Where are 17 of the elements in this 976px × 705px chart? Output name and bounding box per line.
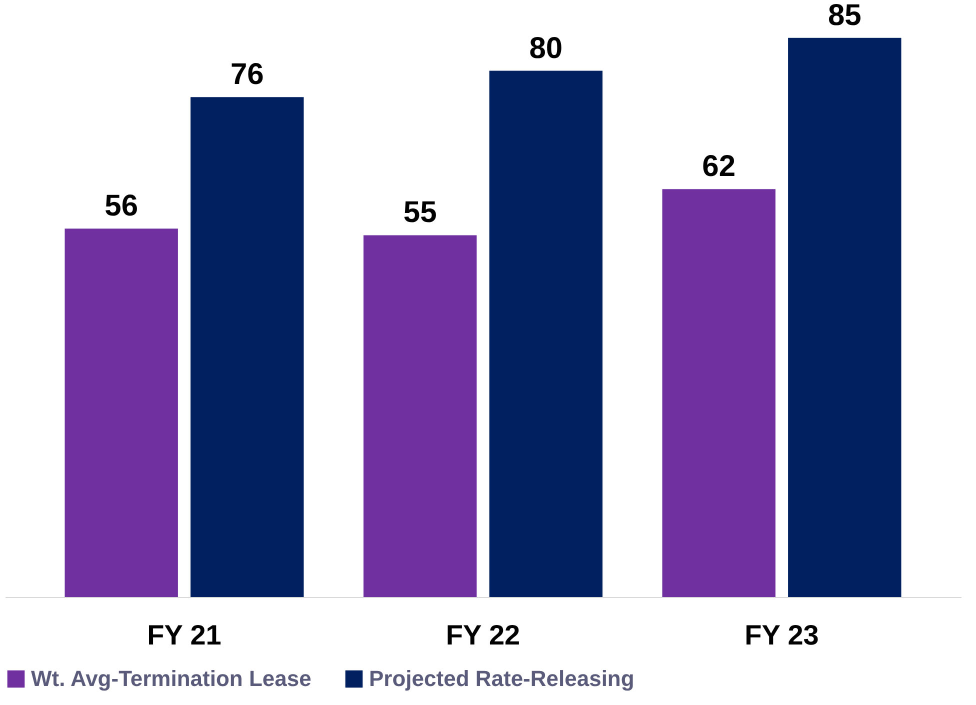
data-label: 85 [828,0,862,32]
bar [64,228,178,597]
data-label: 80 [529,32,563,65]
x-tick-label: FY 21 [147,620,222,650]
legend-label: Projected Rate-Releasing [369,666,634,691]
x-tick-label: FY 23 [744,620,819,650]
data-label: 55 [403,196,437,230]
data-label: 62 [702,150,736,184]
bar [662,189,776,597]
data-label: 76 [230,58,264,92]
legend-label: Wt. Avg-Termination Lease [31,666,312,691]
data-label: 56 [104,190,138,223]
x-tick-label: FY 22 [446,620,520,650]
bar [788,38,902,597]
bar [364,235,477,597]
bar [489,70,602,597]
bar [190,97,304,597]
